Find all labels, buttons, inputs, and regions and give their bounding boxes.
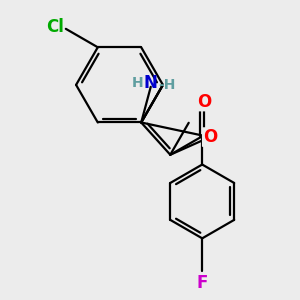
Text: Cl: Cl [46, 18, 64, 36]
Text: O: O [203, 128, 217, 146]
Text: H: H [131, 76, 143, 90]
Text: O: O [197, 93, 212, 111]
Text: -H: -H [159, 78, 176, 92]
Text: F: F [196, 274, 208, 292]
Text: N: N [144, 74, 158, 92]
